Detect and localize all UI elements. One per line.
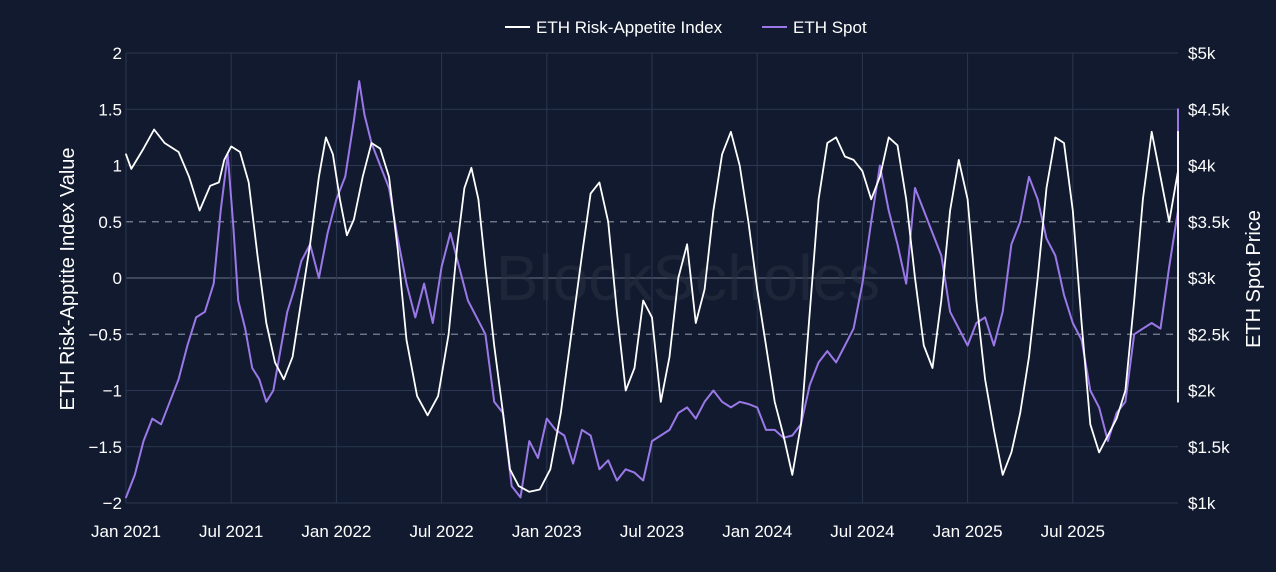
right-tick-label: $4.5k [1188, 100, 1230, 119]
x-tick-label: Jul 2022 [409, 522, 473, 541]
right-tick-label: $4k [1188, 157, 1216, 176]
right-tick-label: $3k [1188, 269, 1216, 288]
series-line-eth-spot [125, 80, 1179, 499]
x-tick-label: Jul 2021 [199, 522, 263, 541]
left-tick-label: −0.5 [88, 325, 122, 344]
x-tick-label: Jul 2024 [830, 522, 894, 541]
x-tick-label: Jan 2023 [512, 522, 582, 541]
x-tick-label: Jan 2024 [722, 522, 792, 541]
x-tick-label: Jul 2023 [620, 522, 684, 541]
right-axis-title: ETH Spot Price [1243, 210, 1265, 348]
legend: ETH Risk-Appetite Index ETH Spot [505, 18, 867, 37]
series-layer [125, 80, 1179, 499]
right-tick-label: $2.5k [1188, 325, 1230, 344]
right-tick-label: $1.5k [1188, 438, 1230, 457]
left-axis-ticks: 2 1.5 1 0.5 0 −0.5 −1 −1.5 −2 [88, 44, 122, 513]
right-axis-ticks: $5k $4.5k $4k $3.5k $3k $2.5k $2k $1.5k $1k [1188, 44, 1230, 513]
left-tick-label: 0.5 [98, 213, 122, 232]
left-axis-title: ETH Risk-Apptite Index Value [57, 147, 79, 410]
legend-label-risk-index: ETH Risk-Appetite Index [536, 18, 723, 37]
left-tick-label: 1 [113, 157, 122, 176]
legend-label-eth-spot: ETH Spot [793, 18, 867, 37]
right-tick-label: $2k [1188, 382, 1216, 401]
left-tick-label: 0 [113, 269, 122, 288]
left-tick-label: −1.5 [88, 438, 122, 457]
x-tick-label: Jan 2021 [91, 522, 161, 541]
left-tick-label: −1 [103, 382, 122, 401]
right-tick-label: $3.5k [1188, 213, 1230, 232]
x-tick-label: Jan 2025 [933, 522, 1003, 541]
grid [125, 52, 1178, 504]
x-axis-ticks: Jan 2021 Jul 2021 Jan 2022 Jul 2022 Jan 2023… [91, 522, 1105, 541]
left-tick-label: 2 [113, 44, 122, 63]
left-tick-label: 1.5 [98, 100, 122, 119]
right-tick-label: $5k [1188, 44, 1216, 63]
right-tick-label: $1k [1188, 494, 1216, 513]
left-tick-label: −2 [103, 494, 122, 513]
series-line-risk-index [125, 128, 1179, 493]
x-tick-label: Jul 2025 [1041, 522, 1105, 541]
x-tick-label: Jan 2022 [301, 522, 371, 541]
